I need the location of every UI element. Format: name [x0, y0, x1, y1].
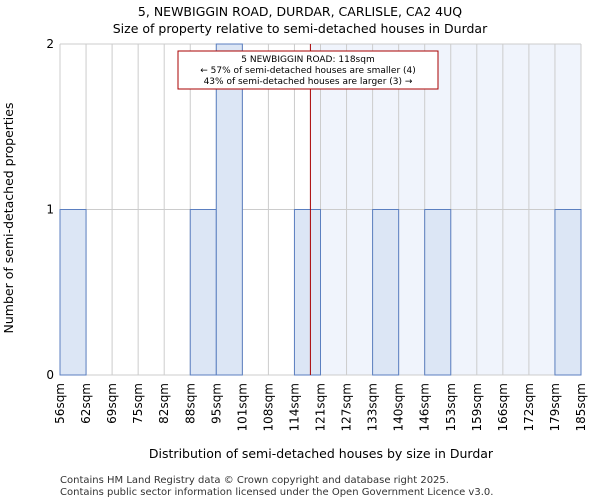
- x-tick-label: 172sqm: [522, 383, 536, 431]
- histogram-bar: [424, 209, 452, 376]
- x-tick-label: 121sqm: [314, 383, 328, 431]
- histogram-bar: [215, 43, 243, 376]
- histogram-bar: [293, 209, 322, 376]
- x-tick-label: 133sqm: [366, 383, 380, 431]
- annotation-box: [177, 50, 439, 90]
- chart-subtitle: Size of property relative to semi-detach…: [113, 21, 488, 36]
- x-tick-label: 127sqm: [340, 383, 354, 431]
- x-tick-label: 101sqm: [235, 383, 249, 431]
- x-tick-label: 75sqm: [131, 383, 145, 424]
- x-tick-label: 108sqm: [261, 383, 275, 431]
- annotation-line-2: ← 57% of semi-detached houses are smalle…: [200, 66, 416, 76]
- histogram-bar: [189, 209, 217, 376]
- x-tick-label: 62sqm: [79, 383, 93, 424]
- x-tick-label: 56sqm: [53, 383, 67, 424]
- footer-line-1: Contains HM Land Registry data © Crown c…: [60, 475, 449, 486]
- annotation-line-3: 43% of semi-detached houses are larger (…: [204, 77, 413, 87]
- y-axis-label: Number of semi-detached properties: [1, 103, 16, 334]
- x-axis-label: Distribution of semi-detached houses by …: [149, 446, 494, 461]
- x-tick-label: 140sqm: [392, 383, 406, 431]
- x-tick-label: 153sqm: [444, 383, 458, 431]
- y-tick-label: 2: [46, 37, 54, 51]
- x-tick-label: 179sqm: [548, 383, 562, 431]
- x-tick-label: 88sqm: [183, 383, 197, 424]
- x-tick-label: 82sqm: [157, 383, 171, 424]
- y-tick-label: 0: [46, 368, 54, 382]
- annotation-line-1: 5 NEWBIGGIN ROAD: 118sqm: [241, 55, 374, 65]
- x-tick-label: 95sqm: [209, 383, 223, 424]
- plot-area: 0 1 2 56sqm 62sqm 69sqm 75sqm 82sqm 88sqm 95sqm 10…: [46, 37, 588, 431]
- x-tick-label: 185sqm: [574, 383, 588, 431]
- histogram-bar: [59, 209, 87, 376]
- histogram-bar: [372, 209, 400, 376]
- y-tick-label: 1: [46, 203, 54, 217]
- x-tick-label: 159sqm: [470, 383, 484, 431]
- histogram-bar: [554, 209, 582, 376]
- x-tick-label: 69sqm: [105, 383, 119, 424]
- footer-line-2: Contains public sector information licen…: [60, 487, 493, 498]
- x-tick-label: 166sqm: [496, 383, 510, 431]
- chart-title: 5, NEWBIGGIN ROAD, DURDAR, CARLISLE, CA2…: [138, 4, 462, 19]
- x-tick-label: 146sqm: [418, 383, 432, 431]
- x-tick-label: 114sqm: [287, 383, 301, 431]
